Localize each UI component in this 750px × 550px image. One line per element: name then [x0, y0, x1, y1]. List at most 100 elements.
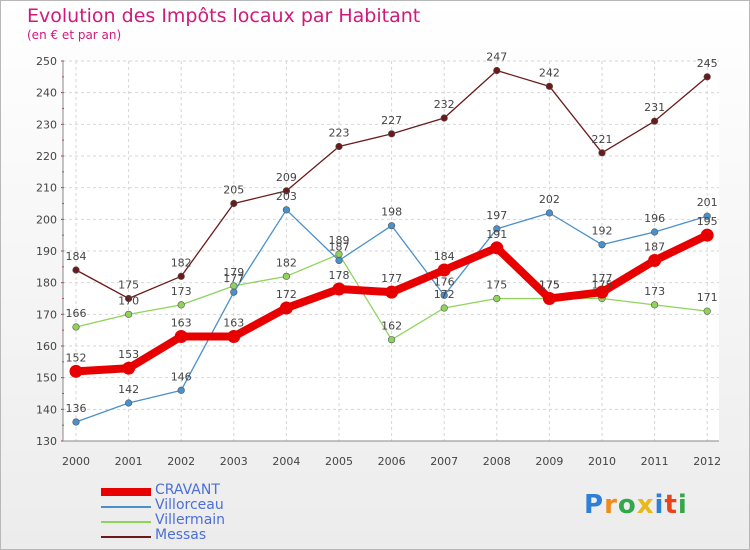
logo-letter: P	[584, 490, 605, 520]
x-tick-label: 2000	[62, 455, 90, 468]
data-point-cravant	[227, 330, 241, 343]
data-label-messas: 231	[644, 101, 665, 114]
legend-item-messas: Messas	[101, 527, 321, 544]
data-label-villorceau: 177	[223, 272, 244, 285]
legend-label: CRAVANT	[155, 482, 220, 498]
legend-label: Messas	[155, 527, 207, 543]
data-point-messas	[545, 82, 554, 90]
data-point-cravant	[437, 263, 451, 277]
data-label-villorceau: 197	[486, 209, 507, 222]
data-point-villorceau	[124, 399, 133, 407]
data-point-cravant	[279, 301, 293, 315]
data-point-villermain	[388, 336, 396, 344]
data-label-cravant: 152	[66, 351, 87, 364]
logo-letter: r	[604, 490, 618, 520]
data-point-villermain	[282, 272, 291, 280]
data-label-messas: 223	[329, 127, 350, 140]
data-label-cravant: 184	[434, 250, 455, 263]
chart-title: Evolution des Impôts locaux par Habitant	[27, 5, 421, 27]
data-label-villermain: 162	[381, 320, 402, 333]
legend-swatch	[101, 536, 151, 538]
data-label-villermain: 173	[644, 285, 665, 298]
logo-letter: i	[677, 490, 688, 520]
y-tick-label: 180	[36, 277, 57, 290]
data-point-cravant	[700, 228, 714, 242]
data-point-cravant	[332, 282, 346, 296]
y-tick-label: 240	[36, 87, 57, 100]
data-label-villorceau: 146	[171, 370, 192, 383]
x-tick-label: 2006	[378, 455, 406, 468]
data-point-villermain	[650, 301, 659, 309]
data-point-cravant	[122, 361, 136, 375]
logo-letter: t	[664, 490, 678, 520]
data-point-messas	[282, 187, 291, 195]
x-tick-label: 2002	[167, 455, 195, 468]
data-point-messas	[388, 130, 396, 138]
y-tick-label: 220	[36, 150, 57, 163]
legend-item-cravant: CRAVANT	[101, 482, 321, 499]
data-point-villermain	[124, 310, 133, 318]
y-tick-label: 210	[36, 182, 57, 195]
data-point-villermain	[72, 323, 80, 331]
chart-subtitle: (en € et par an)	[27, 28, 122, 42]
data-point-messas	[703, 73, 711, 81]
data-point-messas	[177, 272, 185, 280]
logo-letter: o	[617, 490, 637, 520]
data-point-cravant	[69, 364, 83, 378]
data-point-villorceau	[545, 209, 554, 217]
y-tick-label: 190	[36, 245, 57, 258]
data-point-villorceau	[703, 212, 711, 220]
data-label-cravant: 163	[223, 317, 244, 330]
data-label-cravant: 175	[539, 279, 560, 292]
data-label-villorceau: 198	[381, 206, 402, 219]
legend-item-villorceau: Villorceau	[101, 497, 321, 514]
data-label-cravant: 177	[592, 272, 613, 285]
x-tick-label: 2010	[588, 455, 616, 468]
data-point-villorceau	[335, 256, 343, 265]
data-label-villorceau: 203	[276, 190, 297, 203]
x-tick-label: 2009	[535, 455, 563, 468]
data-point-villorceau	[650, 228, 659, 236]
legend-label: Villorceau	[155, 497, 224, 513]
data-label-villorceau: 136	[66, 402, 87, 415]
data-point-messas	[650, 117, 659, 125]
data-point-villorceau	[230, 288, 238, 296]
data-label-cravant: 191	[486, 228, 507, 241]
data-point-cravant	[542, 292, 556, 305]
y-tick-label: 230	[36, 118, 57, 131]
data-label-villermain: 166	[66, 307, 87, 320]
data-point-villorceau	[440, 291, 448, 299]
y-tick-label: 250	[36, 55, 57, 68]
data-label-villermain: 179	[223, 266, 244, 279]
data-point-cravant	[595, 285, 609, 299]
y-tick-label: 130	[36, 435, 57, 448]
data-point-villermain	[493, 294, 501, 303]
data-point-cravant	[648, 254, 662, 267]
data-label-messas: 227	[381, 114, 402, 127]
data-point-cravant	[385, 285, 399, 299]
data-label-messas: 175	[118, 279, 139, 292]
data-label-messas: 209	[276, 171, 297, 184]
data-point-villorceau	[493, 225, 501, 233]
data-point-messas	[335, 142, 343, 151]
data-point-cravant	[174, 330, 188, 343]
data-point-villorceau	[177, 386, 185, 394]
proxiti-logo: Proxiti	[584, 490, 688, 520]
x-tick-label: 2011	[641, 455, 669, 468]
legend-swatch	[101, 506, 151, 508]
data-label-villorceau: 187	[329, 241, 350, 254]
data-label-messas: 245	[697, 57, 718, 70]
data-label-villermain: 171	[697, 291, 718, 304]
data-label-messas: 221	[592, 133, 613, 146]
data-label-villermain: 175	[539, 279, 560, 292]
data-label-villorceau: 192	[592, 225, 613, 238]
x-tick-label: 2012	[693, 455, 721, 468]
data-label-villermain: 175	[486, 279, 507, 292]
y-tick-label: 160	[36, 340, 57, 353]
data-label-cravant: 187	[644, 241, 665, 254]
data-label-villorceau: 142	[118, 383, 139, 396]
data-label-villorceau: 196	[644, 212, 665, 225]
data-label-messas: 205	[223, 184, 244, 197]
